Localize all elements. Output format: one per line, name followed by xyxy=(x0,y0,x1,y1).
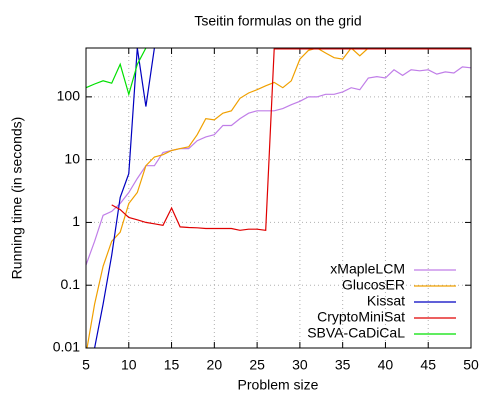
plot-lines xyxy=(86,48,471,348)
x-tick-label: 5 xyxy=(82,357,90,373)
series-line xyxy=(86,48,471,348)
y-tick-label: 0.01 xyxy=(53,339,80,355)
plot-border xyxy=(85,47,472,349)
y-tick-label: 100 xyxy=(57,88,81,104)
x-tick-label: 10 xyxy=(121,357,137,373)
x-tick-label: 40 xyxy=(378,357,394,373)
series-line xyxy=(111,48,471,231)
x-tick-label: 50 xyxy=(463,357,479,373)
y-axis-label: Running time (in seconds) xyxy=(9,117,25,280)
x-axis-label: Problem size xyxy=(238,377,319,393)
legend-label: Kissat xyxy=(367,293,405,309)
y-tick-label: 10 xyxy=(64,150,80,166)
legend-label: SBVA-CaDiCaL xyxy=(307,325,405,341)
y-tick-label: 1 xyxy=(72,213,80,229)
series-line xyxy=(86,66,471,266)
legend-label: CryptoMiniSat xyxy=(317,309,405,325)
x-tick-label: 35 xyxy=(335,357,351,373)
x-tick-label: 15 xyxy=(164,357,180,373)
chart-title: Tseitin formulas on the grid xyxy=(194,13,361,29)
legend-label: xMapleLCM xyxy=(330,261,405,277)
legend-label: GlucosER xyxy=(342,277,405,293)
y-tick-label: 0.1 xyxy=(61,276,81,292)
x-tick-label: 20 xyxy=(207,357,223,373)
series-line xyxy=(86,48,147,97)
x-tick-label: 45 xyxy=(420,357,436,373)
x-tick-label: 30 xyxy=(292,357,308,373)
series-line xyxy=(93,48,155,348)
x-tick-label: 25 xyxy=(249,357,265,373)
